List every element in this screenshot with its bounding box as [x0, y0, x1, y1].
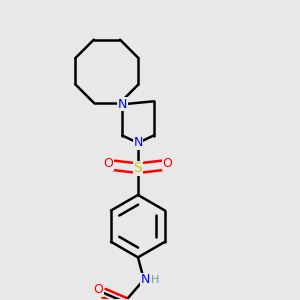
Text: N: N	[118, 98, 127, 111]
Text: O: O	[103, 157, 113, 170]
Text: O: O	[163, 157, 172, 170]
Text: S: S	[134, 161, 142, 175]
Text: N: N	[133, 136, 143, 149]
Text: O: O	[94, 283, 103, 296]
Text: N: N	[141, 273, 150, 286]
Text: H: H	[151, 275, 159, 285]
